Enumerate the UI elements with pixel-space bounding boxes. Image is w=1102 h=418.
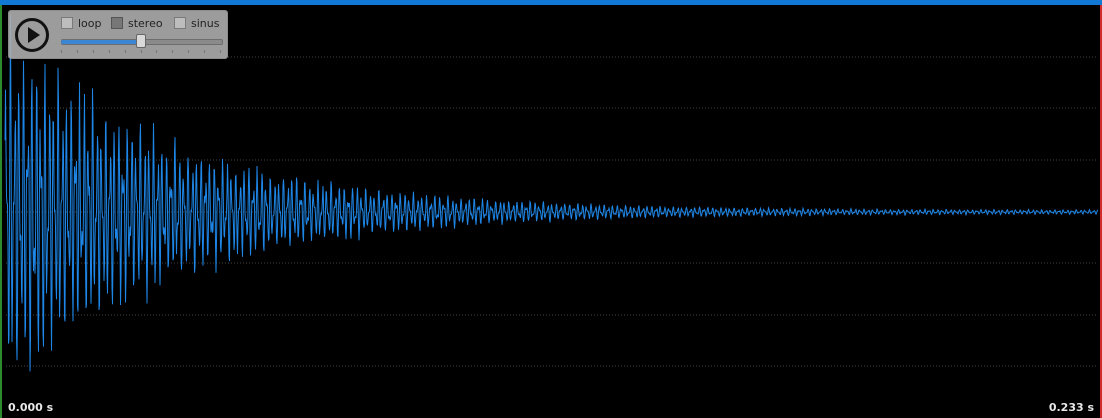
slider-thumb[interactable] [136,34,146,48]
sinus-label: sinus [191,16,220,30]
play-circle-icon[interactable] [14,17,50,53]
stereo-label: stereo [128,16,163,30]
loop-checkbox-box[interactable] [61,17,73,29]
slider-tick [109,50,110,53]
slider-tick [188,50,189,53]
end-marker[interactable] [1100,5,1102,418]
slider-ticks [61,50,223,53]
slider-tick [220,50,221,53]
top-accent-bar [0,0,1102,5]
slider-tick [125,50,126,53]
sinus-checkbox[interactable]: sinus [174,16,219,30]
stereo-checkbox[interactable]: stereo [111,16,163,30]
start-marker[interactable] [0,5,2,418]
sinus-checkbox-box[interactable] [174,17,186,29]
slider-tick [61,50,62,53]
slider-tick [141,50,142,53]
slider-fill [61,40,141,44]
slider-tick [93,50,94,53]
stereo-checkbox-box[interactable] [111,17,123,29]
slider-tick [77,50,78,53]
waveform-canvas[interactable] [0,5,1102,418]
playback-controls: loop stereo sinus [8,10,228,59]
slider-tick [204,50,205,53]
loop-checkbox[interactable]: loop [61,16,102,30]
end-time-label: 0.233 s [1048,401,1094,414]
slider-tick [172,50,173,53]
slider-tick [156,50,157,53]
waveform-trace [4,14,1098,372]
start-time-label: 0.000 s [8,401,54,414]
loop-label: loop [78,16,102,30]
volume-slider[interactable] [61,33,223,53]
